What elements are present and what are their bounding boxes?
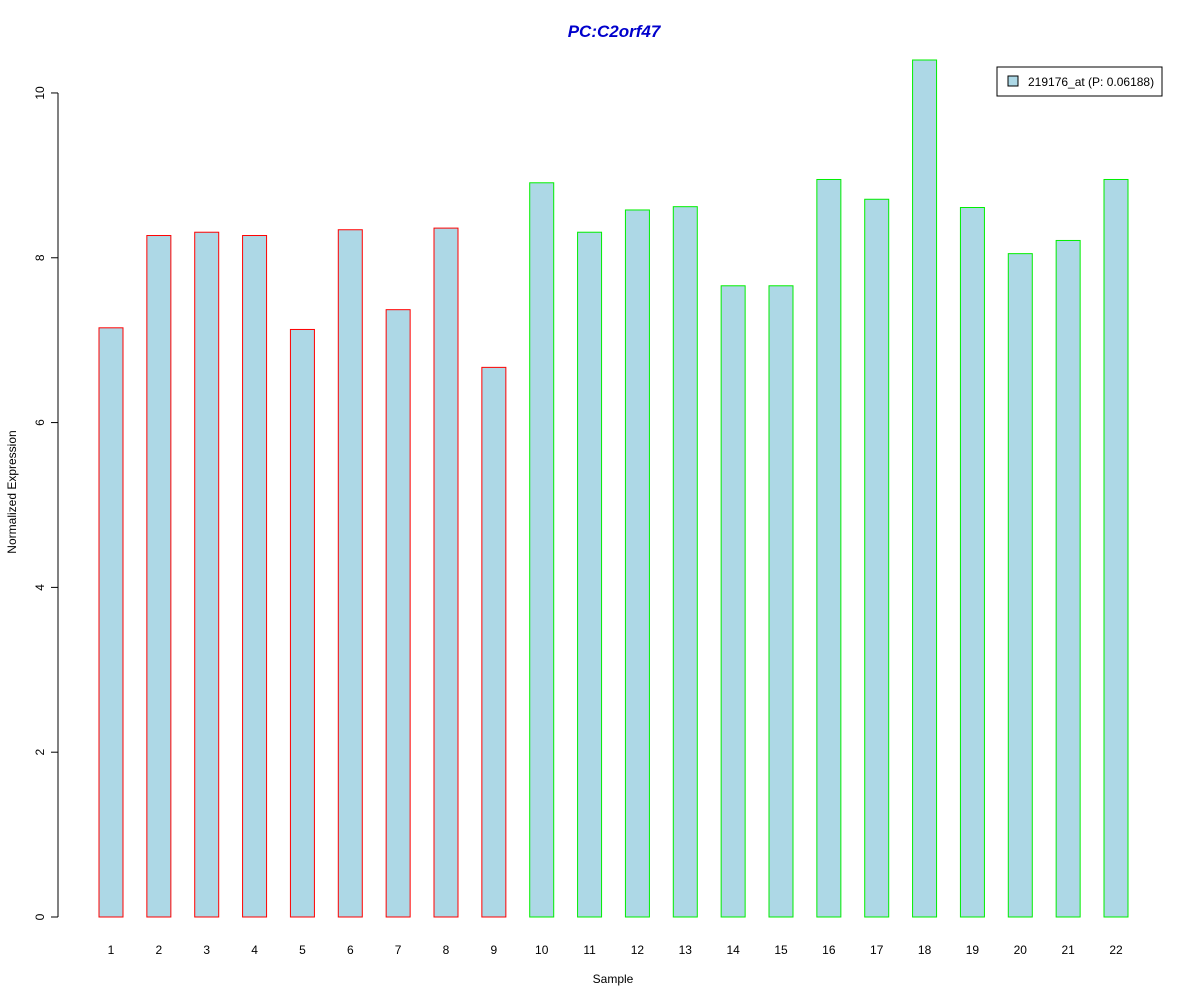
x-tick-label: 17 [870,943,884,957]
y-tick-label: 6 [33,419,47,426]
x-tick-label: 18 [918,943,932,957]
y-tick-label: 4 [33,584,47,591]
x-tick-label: 2 [156,943,163,957]
x-tick-label: 21 [1061,943,1075,957]
bar [337,229,363,918]
bar [1103,178,1129,918]
y-tick-label: 2 [33,749,47,756]
x-tick-label: 7 [395,943,402,957]
bar [289,328,315,918]
bar [1007,253,1033,918]
bar [481,366,507,918]
legend-label: 219176_at (P: 0.06188) [1028,75,1154,89]
bar [720,285,746,918]
x-tick-label: 9 [491,943,498,957]
bar [98,327,124,918]
bar [242,235,268,918]
y-tick-label: 10 [33,86,47,100]
legend-swatch [1007,75,1019,87]
y-tick-label: 0 [33,913,47,920]
x-tick-label: 1 [108,943,115,957]
bar [1055,239,1081,918]
x-tick-label: 3 [203,943,210,957]
bar [912,59,938,918]
x-tick-label: 13 [679,943,693,957]
bar [385,309,411,918]
chart-title: PC:C2orf47 [568,22,662,41]
x-tick-labels: 1 2 3 4 5 6 7 8 9 10 11 12 13 14 15 16 17 18 19 20 21 22 [108,943,1123,957]
x-tick-label: 15 [774,943,788,957]
bar [816,178,842,918]
bar [529,182,555,918]
bar [768,285,794,918]
x-tick-label: 4 [251,943,258,957]
bar [577,231,603,918]
bar [194,231,220,918]
x-tick-label: 16 [822,943,836,957]
bar [433,227,459,918]
x-tick-label: 20 [1014,943,1028,957]
bar [864,198,890,918]
bar [624,209,650,918]
x-tick-label: 22 [1109,943,1123,957]
bar [146,235,172,918]
x-tick-label: 12 [631,943,645,957]
y-axis-label: Normalized Expression [5,430,19,553]
x-tick-label: 11 [583,943,596,957]
legend: 219176_at (P: 0.06188) [996,66,1163,97]
y-tick-label: 8 [33,254,47,261]
bar [959,207,985,918]
x-tick-label: 10 [535,943,549,957]
x-tick-label: 14 [726,943,740,957]
bars [98,59,1129,918]
x-tick-label: 19 [966,943,980,957]
y-axis: 0 2 4 6 8 10 [33,86,59,920]
x-tick-label: 8 [443,943,450,957]
legend-box [996,66,1163,97]
x-tick-label: 6 [347,943,354,957]
bar [672,206,698,918]
x-axis-label: Sample [593,972,634,986]
x-tick-label: 5 [299,943,306,957]
